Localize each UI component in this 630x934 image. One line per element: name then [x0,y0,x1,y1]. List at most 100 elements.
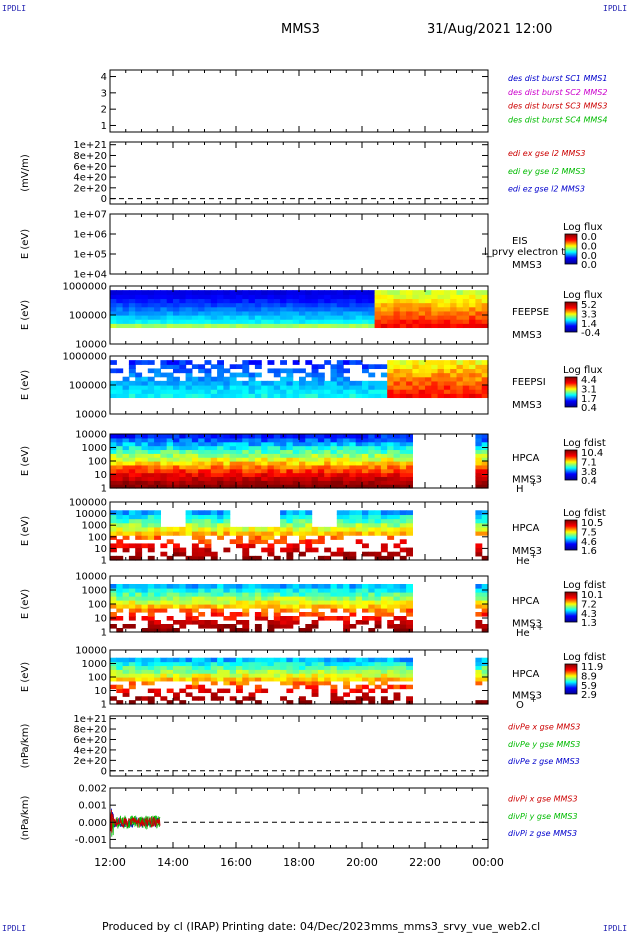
instrument-label: HPCA [512,523,540,534]
footer-printing-date: Printing date: 04/Dec/2023 [222,920,371,933]
ytick-label: 1000000 [62,282,107,293]
spacecraft-label: MMS3 [512,400,542,411]
ytick-label: 1000 [82,659,107,670]
y-axis-label: E (eV) [20,662,31,692]
species-label: He [516,556,530,567]
ytick-label: 0.000 [78,818,107,829]
ytick-label: 2e+20 [73,756,107,767]
ytick-label: 1000 [82,586,107,597]
colorbar [564,233,578,265]
colorbar-value: 0.0 [581,260,597,271]
species-charge: ++ [530,623,543,632]
ytick-label: 1 [101,628,107,639]
ytick-label: 1e+05 [73,250,107,261]
xtick-label: 16:00 [220,856,252,869]
colorbar [564,591,578,623]
ytick-label: 2 [101,105,107,116]
colorbar-value: 3.8 [581,467,597,478]
xtick-label: 22:00 [409,856,441,869]
species-label: O [516,700,524,711]
legend-entry: divPi x gse MMS3 [508,795,578,804]
ytick-label: 1e+04 [73,270,107,281]
corner-label-top-right: IPDLI [603,4,628,13]
overlay-label: l_prvy electron tof [484,247,575,258]
y-axis-label: (mV/m) [20,154,31,192]
legend-entry: divPe y gse MMS3 [508,740,580,749]
corner-label-bottom-left: IPDLI [2,924,27,933]
ytick-label: 1000000 [62,352,107,363]
ytick-label: 0.002 [78,784,107,795]
y-axis-label: (nPa/km) [20,796,31,841]
species-charge: + [530,695,537,704]
page-title: MMS3 [281,22,320,37]
colorbar-value: 7.1 [581,457,597,468]
frame-eis [109,213,489,275]
xtick-label: 14:00 [157,856,189,869]
ytick-label: 10000 [75,340,107,351]
ytick-label: 10 [94,470,107,481]
ytick-label: 0 [101,194,107,205]
heatmap-feepse [110,290,489,329]
ytick-label: 1 [101,484,107,495]
colorbar-value: 1.7 [581,394,597,405]
legend-entry: des dist burst SC4 MMS4 [508,115,607,124]
species-charge: + [530,479,537,488]
footer-produced-by: Produced by cl (IRAP) [102,920,220,933]
y-axis-label: E (eV) [20,300,31,330]
heatmap-hpca-o [110,657,489,705]
corner-label-bottom-right: IPDLI [603,924,628,933]
ytick-label: 10 [94,544,107,555]
panel-sc-config: 1 2 3 4 des dist burst SC1 MMS1 des dist burs… [101,69,607,133]
colorbar-value: -0.4 [581,328,601,339]
colorbar-value: 1.6 [581,546,597,557]
colorbar [564,449,578,481]
ytick-label: 100000 [69,381,107,392]
ytick-label: 4 [101,72,107,83]
panel-eis: 1e+04 1e+05 1e+06 1e+07 E (eV) EIS MMS3 l_prvy … [20,210,603,281]
colorbar [564,301,578,333]
legend-entry: divPi y gse MMS3 [508,812,578,821]
species-charge: + [530,551,537,560]
ytick-label: 10000 [75,572,107,583]
ytick-label: 1000 [82,443,107,454]
y-axis-label: E (eV) [20,370,31,400]
colorbar-value: 0.4 [581,476,597,487]
y-axis-label: E (eV) [20,446,31,476]
instrument-label: FEEPSI [512,377,546,388]
ytick-label: 1e+07 [73,210,107,221]
y-axis-label: E (eV) [20,589,31,619]
ytick-label: 10 [94,686,107,697]
ytick-label: 6e+20 [73,162,107,173]
colorbar-value: 10.5 [581,518,603,529]
heatmap-hpca-he1 [110,510,489,561]
ytick-label: 2e+20 [73,183,107,194]
ytick-label: 1e+06 [73,230,107,241]
colorbar-value: 10.4 [581,448,603,459]
colorbar-value: 5.2 [581,300,597,311]
series-divpi-2 [109,809,161,833]
colorbar [564,663,578,695]
colorbar-title: Log fdist [563,508,606,519]
ytick-label: 4e+20 [73,745,107,756]
ytick-label: 8e+20 [73,725,107,736]
ytick-label: 0 [101,766,107,777]
y-axis-label: E (eV) [20,229,31,259]
colorbar-value: 3.3 [581,309,597,320]
legend-entry: divPe x gse MMS3 [508,723,580,732]
colorbar-value: 0.0 [581,232,597,243]
colorbar-value: 4.3 [581,609,597,620]
ytick-label: 0.001 [78,801,107,812]
ytick-label: 10000 [75,430,107,441]
species-label: H [516,484,524,495]
colorbar [564,376,578,408]
ytick-label: 1e+21 [73,140,107,151]
colorbar-value: 0.0 [581,241,597,252]
xtick-label: 12:00 [94,856,126,869]
legend-entry: edi ex gse l2 MMS3 [508,149,586,158]
